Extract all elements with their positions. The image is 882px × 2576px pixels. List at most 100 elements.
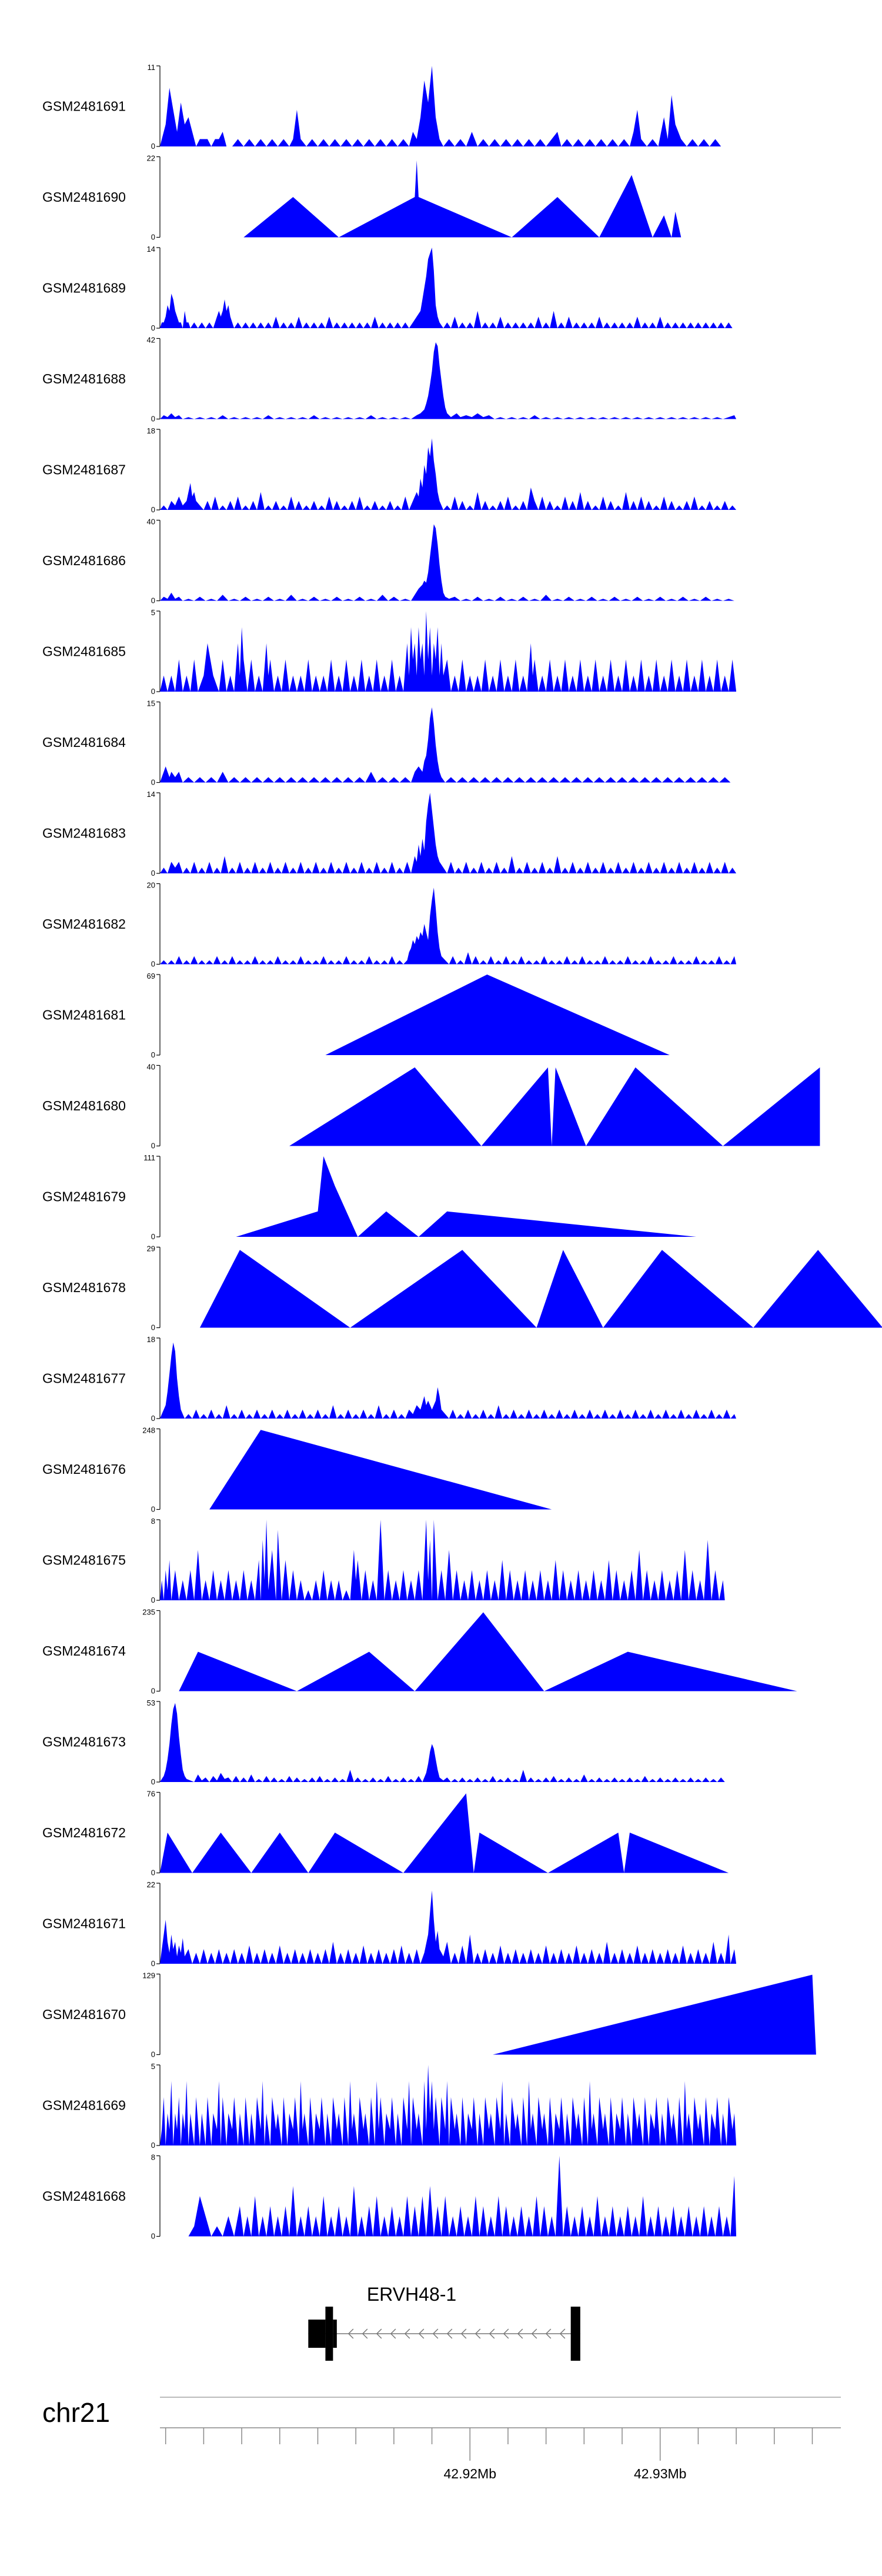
- y-max-label: 15: [147, 699, 155, 708]
- strand-arrow: [390, 2328, 396, 2339]
- exon-block-cds: [570, 2307, 580, 2361]
- y-min-label: 0: [151, 1142, 155, 1150]
- track-GSM2481672: GSM2481672 76 0: [42, 1790, 729, 1877]
- coverage-area: [160, 438, 737, 510]
- coverage-area: [160, 66, 725, 146]
- y-max-label: 20: [147, 881, 155, 890]
- track-label: GSM2481673: [42, 1734, 126, 1750]
- track-label: GSM2481688: [42, 371, 126, 386]
- coverage-area: [160, 1793, 729, 1873]
- track-GSM2481685: GSM2481685 5 0: [42, 608, 737, 696]
- y-min-label: 0: [151, 1687, 155, 1696]
- y-max-label: 22: [147, 154, 155, 163]
- strand-arrow: [362, 2328, 368, 2339]
- track-label: GSM2481670: [42, 2007, 126, 2022]
- y-max-label: 18: [147, 1335, 155, 1344]
- track-label: GSM2481677: [42, 1371, 126, 1386]
- y-min-label: 0: [151, 233, 155, 242]
- strand-arrow: [404, 2328, 410, 2339]
- strand-arrow: [559, 2328, 566, 2339]
- strand-arrow: [376, 2328, 382, 2339]
- gene-track: ERVH48-1: [308, 2284, 580, 2361]
- strand-arrow: [475, 2328, 481, 2339]
- track-GSM2481679: GSM2481679 111 0: [42, 1153, 697, 1241]
- y-max-label: 8: [151, 1517, 155, 1526]
- tracks-layer: GSM2481691110GSM2481690220GSM2481689140G…: [42, 63, 882, 2241]
- y-max-label: 53: [147, 1699, 155, 1707]
- track-label: GSM2481680: [42, 1098, 126, 1113]
- track-label: GSM2481675: [42, 1553, 126, 1568]
- track-label: GSM2481684: [42, 735, 126, 750]
- track-GSM2481683: GSM2481683 14 0: [42, 790, 737, 877]
- exon-block-utr: [333, 2320, 337, 2348]
- strand-arrow: [460, 2328, 467, 2339]
- y-min-label: 0: [151, 960, 155, 969]
- track-GSM2481689: GSM2481689 14 0: [42, 245, 734, 332]
- track-label: GSM2481668: [42, 2188, 126, 2204]
- track-GSM2481684: GSM2481684 15 0: [42, 699, 734, 787]
- y-max-label: 40: [147, 1063, 155, 1072]
- track-label: GSM2481672: [42, 1825, 126, 1840]
- strand-arrow: [446, 2328, 453, 2339]
- coverage-area: [160, 611, 737, 692]
- y-max-label: 5: [151, 608, 155, 617]
- coverage-area: [199, 1250, 882, 1328]
- y-max-label: 18: [147, 426, 155, 435]
- strand-arrow: [531, 2328, 537, 2339]
- y-min-label: 0: [151, 596, 155, 605]
- y-min-label: 0: [151, 1414, 155, 1423]
- track-label: GSM2481678: [42, 1280, 126, 1295]
- y-max-label: 42: [147, 336, 155, 345]
- y-max-label: 11: [148, 63, 156, 72]
- track-GSM2481677: GSM2481677 18 0: [42, 1335, 737, 1423]
- track-label: GSM2481674: [42, 1643, 126, 1659]
- track-GSM2481680: GSM2481680 40 0: [42, 1063, 820, 1150]
- track-GSM2481675: GSM2481675 8 0: [42, 1517, 725, 1604]
- y-min-label: 0: [151, 1868, 155, 1877]
- y-min-label: 0: [151, 1232, 155, 1241]
- track-label: GSM2481689: [42, 281, 126, 296]
- y-min-label: 0: [151, 2050, 155, 2059]
- coverage-area: [160, 342, 737, 419]
- genome-axis: chr21 42.92Mb 42.93Mb: [42, 2397, 841, 2481]
- coverage-area: [289, 1067, 820, 1146]
- track-label: GSM2481681: [42, 1007, 126, 1023]
- track-GSM2481690: GSM2481690 22 0: [42, 154, 681, 242]
- coverage-area: [325, 975, 670, 1055]
- strand-arrow: [418, 2328, 425, 2339]
- y-min-label: 0: [151, 2232, 155, 2241]
- coverage-area: [160, 793, 737, 873]
- coverage-area: [160, 248, 734, 328]
- strand-arrow: [545, 2328, 552, 2339]
- y-min-label: 0: [151, 142, 155, 151]
- track-GSM2481686: GSM2481686 40 0: [42, 518, 737, 605]
- coverage-area: [493, 1974, 816, 2055]
- strand-arrow: [348, 2328, 354, 2339]
- y-min-label: 0: [151, 1959, 155, 1968]
- y-min-label: 0: [151, 869, 155, 877]
- track-GSM2481673: GSM2481673 53 0: [42, 1699, 725, 1786]
- track-label: GSM2481683: [42, 826, 126, 841]
- track-GSM2481669: GSM2481669 5 0: [42, 2062, 737, 2150]
- track-GSM2481681: GSM2481681 69 0: [42, 972, 670, 1059]
- major-tick-label: 42.93Mb: [634, 2466, 687, 2481]
- track-label: GSM2481687: [42, 462, 126, 478]
- y-min-label: 0: [151, 687, 155, 696]
- track-GSM2481676: GSM2481676 248 0: [42, 1426, 552, 1514]
- track-label: GSM2481679: [42, 1189, 126, 1204]
- track-GSM2481671: GSM2481671 22 0: [42, 1880, 737, 1968]
- coverage-area: [160, 2065, 737, 2145]
- y-max-label: 14: [147, 245, 155, 253]
- track-GSM2481668: GSM2481668 8 0: [42, 2153, 737, 2241]
- track-GSM2481691: GSM2481691 11 0: [42, 63, 725, 151]
- track-GSM2481682: GSM2481682 20 0: [42, 881, 737, 969]
- coverage-area: [160, 887, 737, 965]
- strand-arrow: [432, 2328, 439, 2339]
- strand-arrow: [503, 2328, 509, 2339]
- y-max-label: 22: [147, 1880, 155, 1889]
- track-GSM2481674: GSM2481674 235 0: [42, 1608, 797, 1696]
- track-label: GSM2481682: [42, 916, 126, 932]
- y-max-label: 14: [147, 790, 155, 799]
- coverage-area: [160, 1890, 737, 1964]
